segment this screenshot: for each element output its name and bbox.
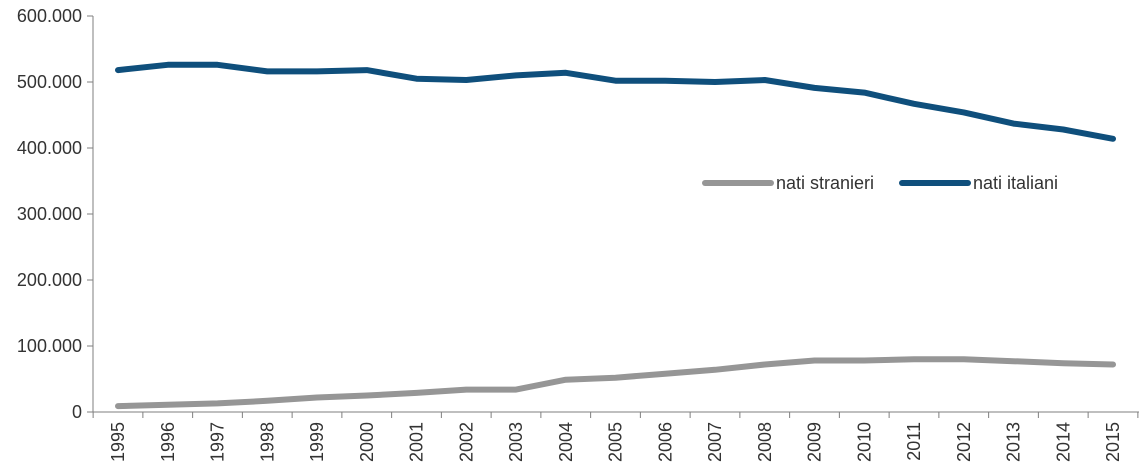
- x-tick-label: 2006: [655, 422, 675, 462]
- x-tick-label: 2000: [357, 422, 377, 462]
- x-tick-label: 2004: [556, 422, 576, 462]
- x-tick-label: 2001: [407, 422, 427, 462]
- x-tick-label: 2009: [805, 422, 825, 462]
- plot-series: [115, 61, 1116, 410]
- x-tick-label: 1998: [257, 422, 277, 462]
- x-tick-label: 2010: [854, 422, 874, 462]
- y-tick-label: 0: [72, 402, 82, 422]
- x-tick-label: 2003: [506, 422, 526, 462]
- x-tick-label: 2008: [755, 422, 775, 462]
- y-tick-label: 600.000: [17, 6, 82, 26]
- y-tick-label: 300.000: [17, 204, 82, 224]
- y-tick-label: 200.000: [17, 270, 82, 290]
- x-tick-label: 2013: [1004, 422, 1024, 462]
- x-tick-label: 2011: [904, 422, 924, 461]
- y-tick-label: 400.000: [17, 138, 82, 158]
- x-tick-label: 2014: [1053, 422, 1073, 462]
- x-tick-label: 2007: [705, 422, 725, 462]
- y-tick-label: 100.000: [17, 336, 82, 356]
- series-line-1: [115, 61, 1116, 142]
- legend: nati stranieri nati italiani: [702, 173, 1058, 193]
- x-tick-label: 2005: [606, 422, 626, 462]
- series-line-0: [115, 356, 1116, 410]
- y-axis: 0 100.000 200.000 300.000 400.000 500.000 600.…: [17, 6, 94, 422]
- x-tick-label: 1997: [208, 422, 228, 462]
- x-axis: 1995 1996 1997 1998 1999 2000 2001 2002 2003 2004…: [92, 411, 1139, 462]
- legend-label: nati stranieri: [776, 173, 874, 193]
- legend-label: nati italiani: [973, 173, 1058, 193]
- x-tick-label: 2015: [1103, 422, 1123, 462]
- x-tick-label: 2012: [954, 422, 974, 462]
- y-tick-label: 500.000: [17, 72, 82, 92]
- x-tick-label: 1999: [307, 422, 327, 462]
- x-tick-label: 1996: [158, 422, 178, 462]
- x-tick-label: 2002: [456, 422, 476, 462]
- x-tick-label: 1995: [108, 422, 128, 462]
